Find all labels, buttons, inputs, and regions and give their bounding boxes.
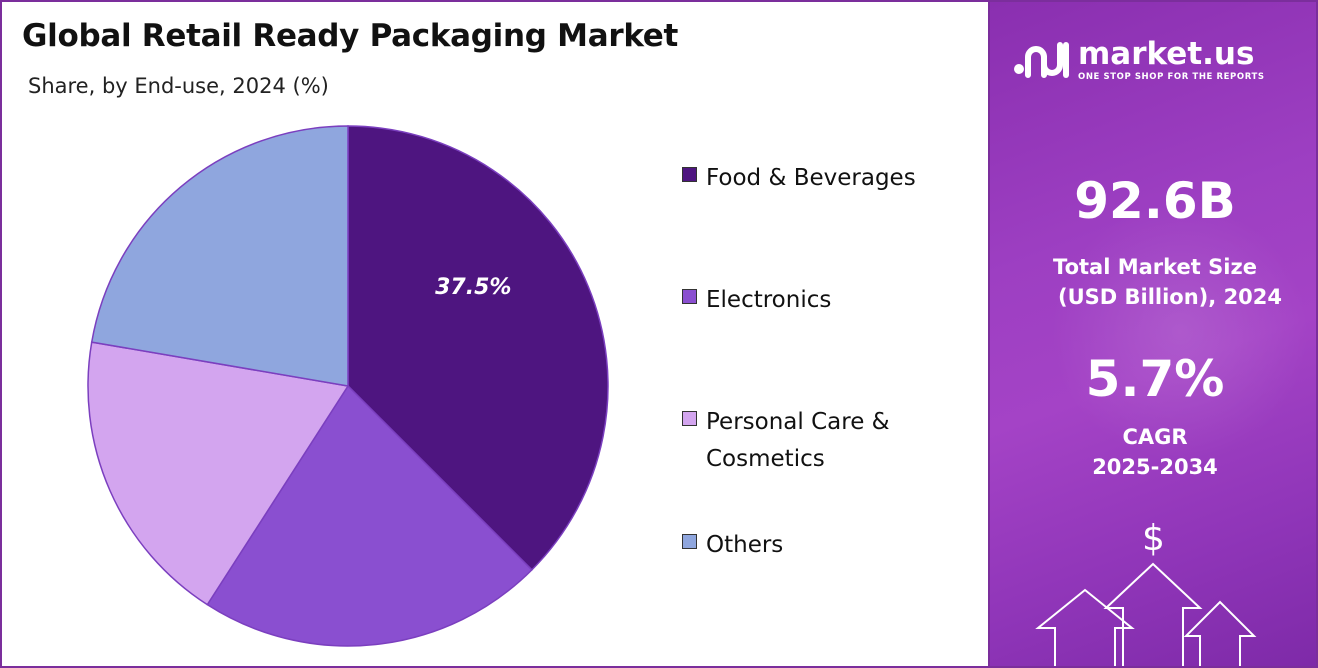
pie-chart: 37.5%: [87, 125, 609, 647]
legend-swatch: [682, 411, 697, 426]
legend-label: Electronics: [706, 287, 832, 313]
chart-panel: Global Retail Ready Packaging Market Sha…: [0, 0, 988, 668]
market-us-logo-icon: [1014, 42, 1069, 78]
market-size-value: 92.6B: [1074, 172, 1236, 230]
page-title: Global Retail Ready Packaging Market: [22, 18, 679, 54]
legend-label: Food & Beverages: [706, 165, 916, 191]
legend-item-food-beverages: Food & Beverages: [682, 160, 946, 197]
legend-swatch: [682, 534, 697, 549]
market-size-label: Total Market Size: [1053, 255, 1257, 279]
pie-slice-personal-care-cosmetics: [87, 341, 350, 606]
market-size-unit: (USD Billion), 2024: [1057, 285, 1283, 309]
brand-name: market.us: [1078, 36, 1255, 72]
legend-item-electronics: Electronics: [682, 282, 946, 319]
data-label: 37.5%: [435, 275, 511, 300]
chart-subtitle: Share, by End-use, 2024 (%): [28, 74, 329, 98]
up-arrow-icon: [1035, 562, 1257, 666]
cagr-label: CAGR: [1122, 425, 1188, 449]
pie-slice-food-beverages: [347, 125, 609, 571]
legend-item-others: Others: [682, 527, 946, 564]
cagr-period: 2025-2034: [1092, 455, 1218, 479]
legend-label: Personal Care & Cosmetics: [706, 409, 890, 472]
legend-swatch: [682, 167, 697, 182]
cagr-value: 5.7%: [1085, 350, 1225, 408]
dollar-icon: $: [1142, 518, 1165, 559]
background-glow: [1050, 202, 1310, 462]
brand-logo: market.us ONE STOP SHOP FOR THE REPORTS: [1012, 38, 1265, 82]
pie-slice-others: [90, 125, 349, 387]
legend-label: Others: [706, 532, 784, 558]
legend-swatch: [682, 289, 697, 304]
legend-item-personal-care: Personal Care & Cosmetics: [682, 404, 921, 478]
pie-slice-electronics: [206, 384, 533, 647]
brand-tagline: ONE STOP SHOP FOR THE REPORTS: [1078, 72, 1265, 82]
stats-panel: market.us ONE STOP SHOP FOR THE REPORTS …: [988, 0, 1318, 668]
